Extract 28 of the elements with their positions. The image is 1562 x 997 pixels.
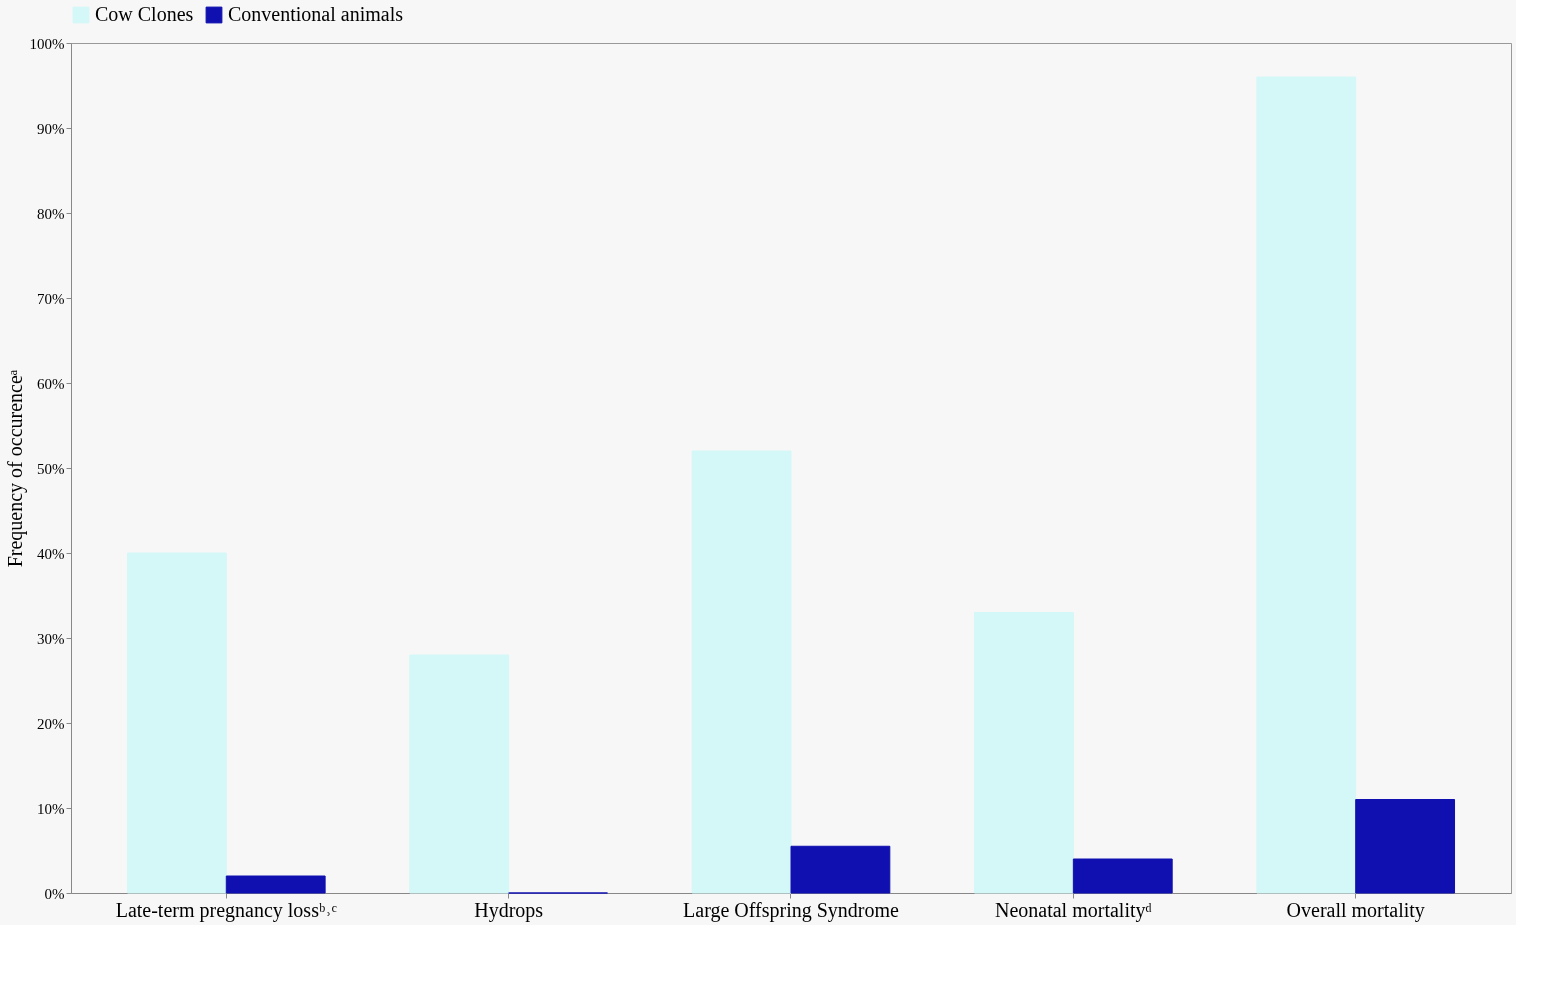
y-tick-label: 90%	[37, 120, 65, 137]
x-tick-label: Neonatal mortalityᵈ	[994, 898, 1152, 922]
x-tick-label: Late-term pregnancy lossᵇ˒ᶜ	[115, 898, 337, 922]
y-axis-title: Frequency of occurenceᵃ	[3, 369, 27, 568]
bar	[974, 612, 1074, 894]
y-tick-label: 20%	[37, 715, 65, 732]
bar	[1072, 858, 1173, 894]
x-tick-label: Hydrops	[474, 898, 544, 922]
y-tick-label: 60%	[37, 375, 65, 392]
x-tick-label: Overall mortality	[1286, 898, 1425, 922]
legend-label: Cow Clones	[95, 3, 194, 25]
bar	[790, 845, 891, 894]
y-tick-label: 0%	[44, 885, 65, 902]
y-tick-label: 70%	[37, 290, 65, 307]
y-tick-label: 30%	[37, 630, 65, 647]
bar	[225, 875, 326, 894]
y-tick-label: 80%	[37, 205, 65, 222]
bar	[691, 450, 792, 894]
y-tick-label: 50%	[37, 460, 65, 477]
bar	[1355, 799, 1456, 894]
legend-label: Conventional animals	[228, 3, 404, 25]
y-tick-label: 10%	[37, 800, 65, 817]
bar	[126, 552, 227, 894]
x-tick-label: Large Offspring Syndrome	[683, 898, 900, 922]
y-tick-label: 40%	[37, 545, 65, 562]
y-tick-label: 100%	[29, 35, 65, 52]
bar	[409, 654, 510, 894]
bar	[1256, 76, 1357, 894]
